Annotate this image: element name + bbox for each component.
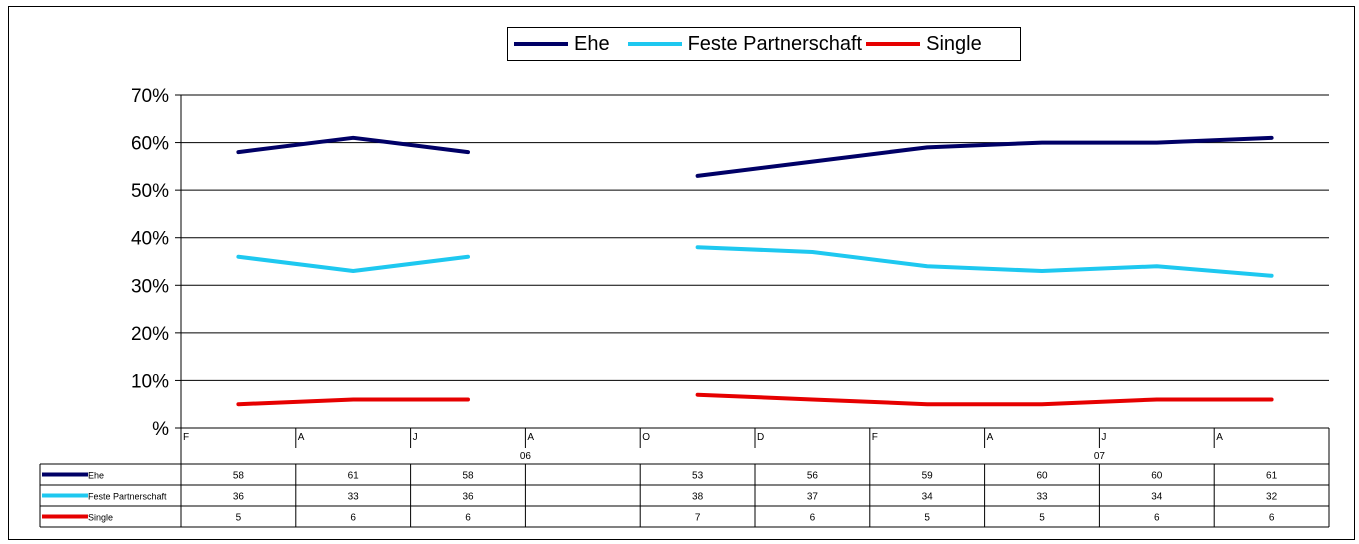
data-cell-value: 5 [236,513,242,524]
period-label: F [183,432,189,443]
data-cell-value: 58 [462,471,474,482]
period-label: J [413,432,418,443]
y-tick-label: 30% [131,276,169,297]
y-tick-label: 70% [131,86,169,107]
period-label: O [642,432,650,443]
row-series-label: Feste Partnerschaft [88,492,167,502]
legend-label-feste-partnerschaft: Feste Partnerschaft [687,32,863,55]
data-cell-value: 53 [692,471,704,482]
data-cell-value: 61 [1266,471,1278,482]
data-cell-value: 6 [1154,513,1160,524]
data-cell-value: 36 [233,492,245,503]
data-cell-value: 6 [465,513,471,524]
period-label: J [1101,432,1106,443]
data-cell-value: 33 [1036,492,1048,503]
data-cell-value: 61 [348,471,360,482]
data-cell-value: 60 [1036,471,1048,482]
data-cell-value: 60 [1151,471,1163,482]
period-label: A [1216,432,1223,443]
legend-item-ehe: Ehe [514,33,610,56]
data-cell-value: 5 [1039,513,1045,524]
data-cell-value: 38 [692,492,704,503]
data-cell-value: 34 [1151,492,1163,503]
data-cell-value: 6 [1269,513,1275,524]
y-tick-label: 20% [131,324,169,345]
data-cell-value: 6 [350,513,356,524]
data-cell-value: 6 [810,513,816,524]
series-line [695,135,1274,178]
legend-label-ehe: Ehe [574,32,610,55]
period-label: F [872,432,878,443]
data-cell-value: 5 [924,513,930,524]
data-cell-value: 59 [922,471,934,482]
period-label: A [298,432,305,443]
data-cell-value: 37 [807,492,819,503]
series-line [236,254,470,274]
y-tick-label: 40% [131,229,169,250]
y-tick-label: 10% [131,371,169,392]
legend-item-feste-partnerschaft: Feste Partnerschaft [627,32,863,56]
series-line [695,245,1274,278]
period-label: A [987,432,994,443]
data-cell-value: 33 [348,492,360,503]
series-line [236,397,470,407]
legend-swatch-ehe [514,42,568,46]
series-line [695,392,1274,407]
y-tick-label: 60% [131,134,169,155]
legend-item-single: Single [866,33,982,56]
period-label: D [757,432,764,443]
data-cell-value: 32 [1266,492,1278,503]
legend-label-single: Single [926,32,982,55]
series-line [236,135,470,155]
row-series-label: Single [88,513,113,523]
data-cell-value: 56 [807,471,819,482]
data-cell-value: 58 [233,471,245,482]
row-series-label: Ehe [88,471,104,481]
legend: Ehe Feste Partnerschaft Single [507,27,1021,61]
data-cell-value: 7 [695,513,701,524]
data-cell-value: 34 [922,492,934,503]
data-cell-value: 36 [462,492,474,503]
legend-swatch-feste-partnerschaft [627,42,682,46]
y-tick-label: 50% [131,181,169,202]
y-tick-label: % [152,419,169,440]
year-label: 06 [520,451,532,462]
legend-swatch-single [866,42,921,46]
period-label: A [527,432,534,443]
year-label: 07 [1094,451,1106,462]
